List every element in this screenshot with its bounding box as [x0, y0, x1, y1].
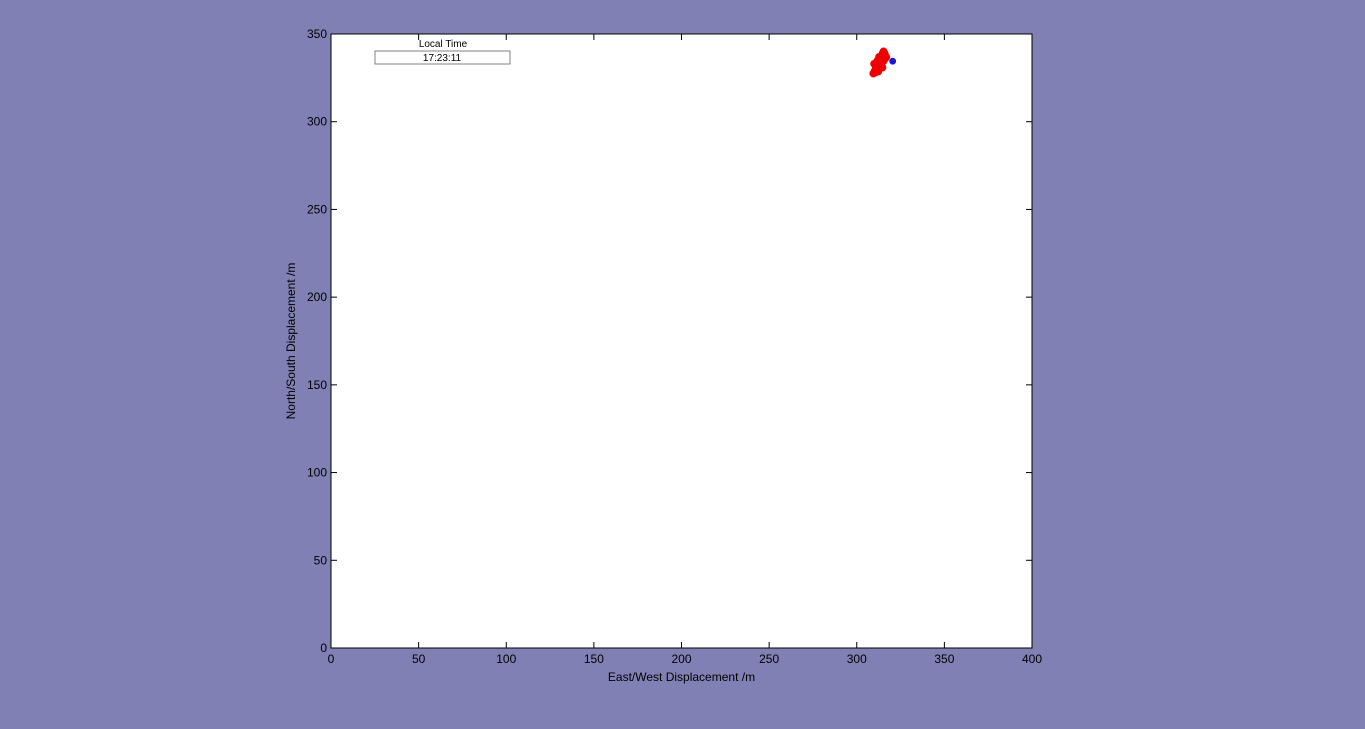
axis-ticks: 0 50 100 150 200 250 300 350 400 0 50 100 150 200 250 3…: [307, 27, 1042, 666]
trajectory-point: [879, 53, 888, 62]
y-tick-label: 200: [307, 290, 327, 304]
y-tick-label: 100: [307, 466, 327, 480]
x-tick-label: 300: [847, 652, 867, 666]
y-axis-label: North/South Displacement /m: [284, 263, 298, 420]
trajectory-point: [874, 67, 883, 76]
trajectory-point: [870, 59, 879, 68]
x-tick-label: 50: [412, 652, 426, 666]
y-tick-label: 50: [314, 553, 328, 567]
y-tick-label: 300: [307, 115, 327, 129]
x-tick-label: 350: [934, 652, 954, 666]
current-position-point: [889, 57, 897, 65]
time-panel-value: 17:23:11: [423, 53, 462, 64]
y-tick-label: 0: [320, 641, 327, 655]
x-tick-label: 250: [759, 652, 779, 666]
time-panel-label: Local Time: [419, 39, 468, 50]
time-panel-box: [374, 50, 511, 65]
x-tick-label: 150: [584, 652, 604, 666]
plot-area: [330, 33, 1033, 649]
data-points: [869, 47, 897, 78]
x-tick-label: 100: [496, 652, 516, 666]
y-tick-label: 350: [307, 27, 327, 41]
x-axis-label: East/West Displacement /m: [608, 670, 755, 684]
y-tick-label: 250: [307, 202, 327, 216]
x-tick-label: 0: [328, 652, 335, 666]
x-tick-label: 400: [1022, 652, 1042, 666]
y-tick-label: 150: [307, 378, 327, 392]
x-tick-label: 200: [671, 652, 691, 666]
time-panel: Local Time 17:23:11: [374, 39, 511, 65]
